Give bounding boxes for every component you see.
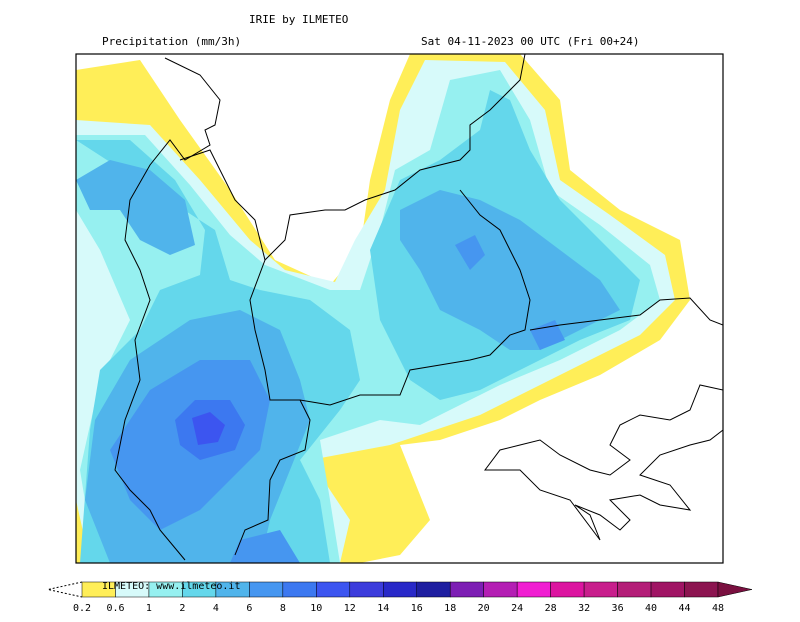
colorbar-label: 4 <box>213 603 219 614</box>
colorbar-label: 0.2 <box>73 603 91 614</box>
time: Sat 04-11-2023 00 UTC (Fri 00+24) <box>421 35 640 48</box>
colorbar-label: 16 <box>411 603 423 614</box>
colorbar-label: 24 <box>511 603 523 614</box>
borders <box>114 54 723 561</box>
colorbar: 0.2 0.6 1 2 4 6 8 10 12 14 16 18 20 24 28 32 36 40 44 48 <box>47 581 753 614</box>
colorbar-segment <box>249 581 284 598</box>
colorbar-segment <box>282 581 317 598</box>
colorbar-label: 40 <box>645 603 657 614</box>
colorbar-segment <box>550 581 585 598</box>
colorbar-label: 32 <box>578 603 590 614</box>
colorbar-label: 18 <box>444 603 456 614</box>
credit: ILMETEO: www.ilmeteo.it <box>102 581 240 592</box>
colorbar-segment <box>416 581 451 598</box>
colorbar-label: 28 <box>545 603 557 614</box>
colorbar-label: 10 <box>310 603 322 614</box>
colorbar-segment <box>583 581 618 598</box>
colorbar-label: 2 <box>179 603 185 614</box>
colorbar-label: 8 <box>280 603 286 614</box>
colorbar-segment <box>449 581 484 598</box>
colorbar-label: 20 <box>478 603 490 614</box>
colorbar-segment <box>684 581 719 598</box>
colorbar-segment <box>617 581 652 598</box>
title: IRIE by ILMETEO <box>249 13 348 26</box>
precip-field <box>76 54 690 563</box>
colorbar-segment <box>516 581 551 598</box>
colorbar-segment <box>650 581 685 598</box>
under-triangle <box>47 581 83 598</box>
colorbar-label: 44 <box>679 603 691 614</box>
colorbar-label: 48 <box>712 603 724 614</box>
colorbar-label: 36 <box>612 603 624 614</box>
colorbar-segment <box>483 581 518 598</box>
colorbar-segment <box>383 581 417 598</box>
map-frame <box>75 53 724 564</box>
colorbar-label: 14 <box>377 603 389 614</box>
colorbar-label: 12 <box>344 603 356 614</box>
colorbar-label: 6 <box>246 603 252 614</box>
colorbar-segment <box>349 581 384 598</box>
over-arrow <box>717 581 753 598</box>
colorbar-label: 0.6 <box>106 603 124 614</box>
colorbar-label: 1 <box>146 603 152 614</box>
colorbar-segment <box>316 581 351 598</box>
variable: Precipitation (mm/3h) <box>102 35 241 48</box>
